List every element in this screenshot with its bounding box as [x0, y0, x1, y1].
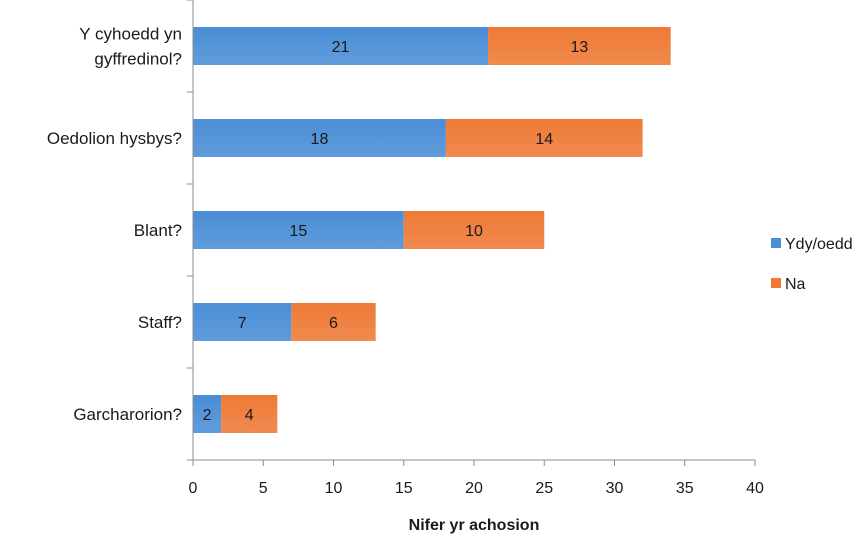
bar-value-label: 6: [329, 315, 338, 332]
x-tick-label: 10: [325, 480, 343, 497]
x-tick-label: 25: [535, 480, 553, 497]
x-axis-title: Nifer yr achosion: [409, 517, 540, 534]
bar-na-3: [291, 303, 376, 341]
bar-value-label: 2: [203, 407, 212, 424]
x-tick-label: 15: [395, 480, 413, 497]
legend-label-na: Na: [785, 276, 806, 293]
x-tick-label: 0: [189, 480, 198, 497]
bar-value-label: 13: [570, 39, 588, 56]
category-label: Oedolion hysbys?: [47, 129, 182, 148]
bar-ydy-oedd-4: [193, 395, 222, 433]
x-tick-label: 30: [606, 480, 624, 497]
bar-na-0: [488, 27, 671, 65]
bar-ydy-oedd-1: [193, 119, 446, 157]
legend-label-ydy-oedd: Ydy/oedd: [785, 236, 852, 253]
bar-value-label: 18: [311, 131, 329, 148]
bar-ydy-oedd-3: [193, 303, 292, 341]
bar-value-label: 10: [465, 223, 483, 240]
x-tick-label: 35: [676, 480, 694, 497]
bar-na-2: [403, 211, 545, 249]
legend-swatch-na: [771, 278, 781, 288]
bar-na-1: [445, 119, 643, 157]
category-label: Staff?: [138, 313, 182, 332]
category-label: Blant?: [134, 221, 182, 240]
bar-value-label: 4: [245, 407, 254, 424]
x-tick-label: 5: [259, 480, 268, 497]
bar-ydy-oedd-2: [193, 211, 404, 249]
bar-na-4: [221, 395, 278, 433]
legend-swatch-ydy-oedd: [771, 238, 781, 248]
x-tick-label: 20: [465, 480, 483, 497]
bar-ydy-oedd-0: [193, 27, 489, 65]
x-tick-label: 40: [746, 480, 764, 497]
bar-value-label: 21: [332, 39, 350, 56]
category-label: gyffredinol?: [94, 50, 182, 69]
category-label: Garcharorion?: [73, 405, 182, 424]
category-label: Y cyhoedd yn: [79, 25, 182, 44]
bar-value-label: 15: [289, 223, 307, 240]
bar-value-label: 7: [238, 315, 247, 332]
bar-value-label: 14: [535, 131, 553, 148]
